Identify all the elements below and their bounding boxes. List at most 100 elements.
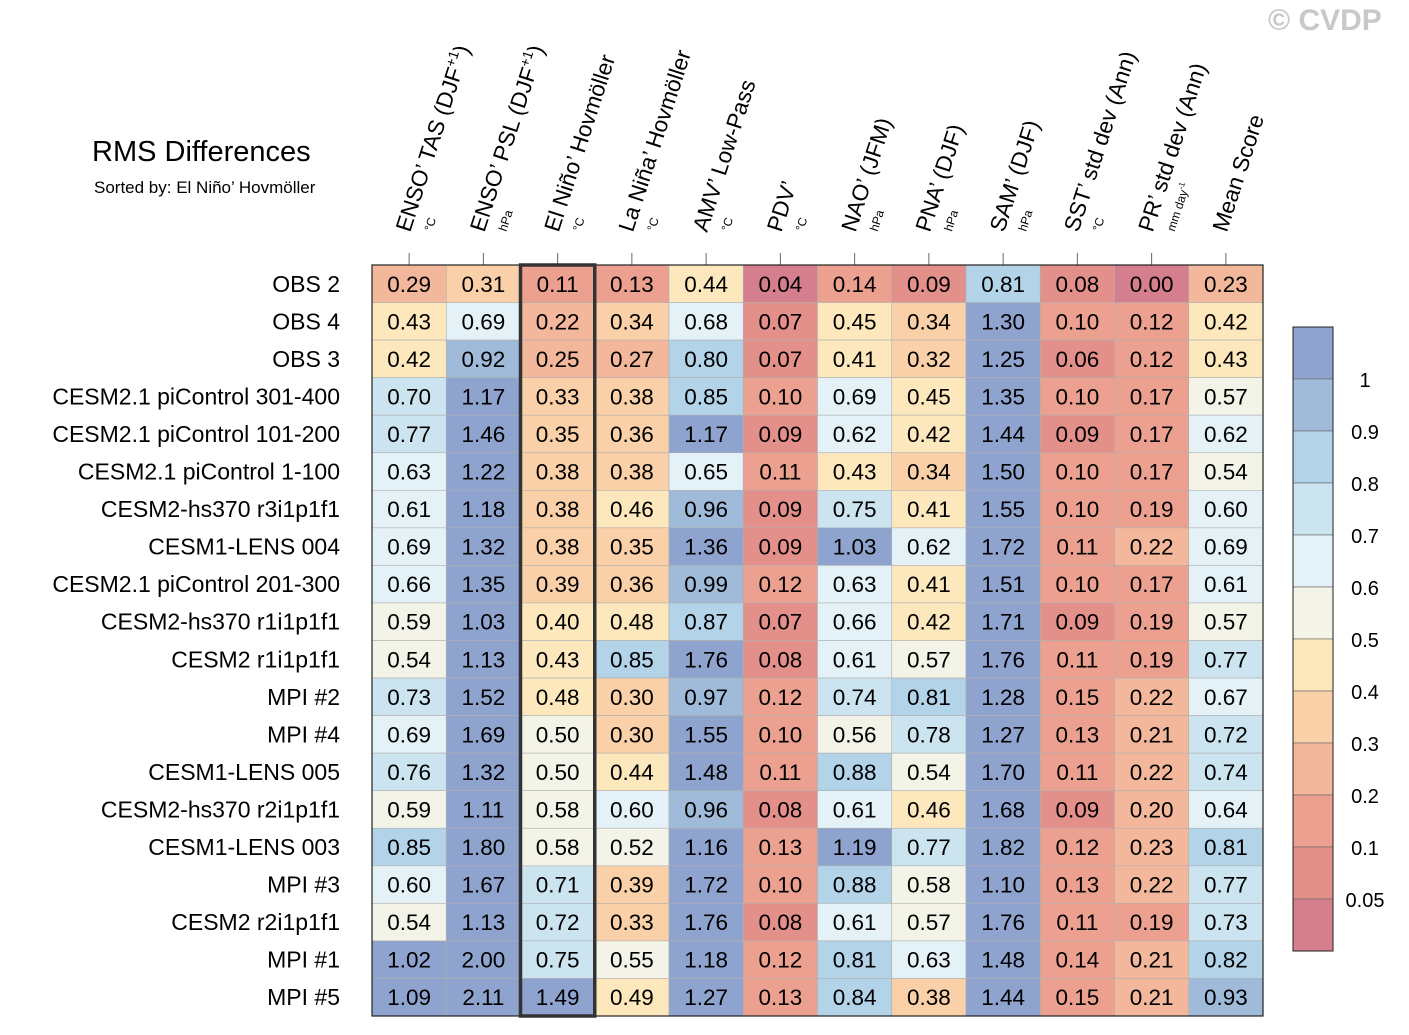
heatmap-cell [965, 565, 1041, 604]
cell-value-label: 1.32 [461, 535, 505, 560]
row-label: CESM1-LENS 004 [148, 534, 340, 560]
heatmap-cell [1039, 640, 1115, 679]
heatmap-cell [1114, 264, 1190, 303]
cell-value-label: 0.46 [907, 797, 951, 822]
cell-value-label: 0.60 [610, 797, 654, 822]
cell-value-label: 1.70 [981, 760, 1025, 785]
cell-value-label: 0.09 [907, 272, 951, 297]
column-header: SST’ std dev (Ann) [1059, 48, 1141, 235]
cell-value-label: 0.42 [387, 347, 431, 372]
colorbar-box [1292, 690, 1334, 744]
cell-value-label: 0.61 [833, 910, 877, 935]
cell-value-label: 0.57 [907, 647, 951, 672]
cell-value-label: 0.42 [907, 610, 951, 635]
heatmap-cell [1114, 978, 1190, 1017]
heatmap-cell [668, 903, 744, 942]
heatmap-cell [371, 414, 447, 454]
cell-value-label: 0.11 [1056, 535, 1098, 560]
column-unit: °C [719, 215, 737, 232]
cell-value-label: 0.36 [610, 422, 654, 447]
heatmap-cell [742, 865, 818, 904]
heatmap-cell [742, 903, 818, 942]
heatmap-cell [965, 827, 1041, 867]
cell-value-label: 0.15 [1055, 985, 1099, 1010]
heatmap-cell [965, 865, 1041, 904]
heatmap-cell [1188, 489, 1264, 529]
cell-value-label: 0.60 [1204, 497, 1248, 522]
heatmap-cell [742, 640, 818, 679]
cell-value-label: 0.43 [1204, 347, 1248, 372]
heatmap-cell [891, 264, 967, 303]
cell-value-label: 0.75 [536, 948, 580, 973]
cell-value-label: 0.10 [1055, 309, 1099, 334]
colorbar-box [1292, 378, 1334, 432]
cell-value-label: 0.36 [610, 572, 654, 597]
cell-value-label: 1.10 [981, 873, 1025, 898]
heatmap-cell [891, 903, 967, 942]
heatmap-cell [594, 489, 670, 529]
cell-value-label: 1.50 [981, 460, 1025, 485]
heatmap-cell [1114, 414, 1190, 454]
column-header: ENSO’ PSL (DJF+1) [463, 41, 549, 234]
heatmap-cell [1114, 527, 1190, 566]
row-label: CESM2 r1i1p1f1 [171, 646, 340, 672]
heatmap-cell [1114, 302, 1190, 341]
cell-value-label: 1.69 [461, 722, 505, 747]
column-header: El Niño’ Hovmöller [539, 51, 620, 234]
column-header: La Niña’ Hovmöller [614, 46, 696, 234]
heatmap-cell [891, 527, 967, 566]
cell-value-label: 1.49 [536, 985, 580, 1010]
heatmap-cell [520, 377, 596, 416]
column-unit: °C [570, 215, 588, 232]
heatmap-cell [445, 414, 521, 454]
heatmap-cell [742, 602, 818, 641]
row-label: CESM1-LENS 003 [148, 834, 340, 860]
cell-value-label: 0.11 [537, 272, 579, 297]
cell-value-label: 0.74 [1204, 760, 1248, 785]
heatmap-cell [965, 602, 1041, 641]
cell-value-label: 0.12 [1130, 347, 1174, 372]
heatmap-cell [445, 527, 521, 566]
heatmap-cell [594, 978, 670, 1017]
heatmap-cell [965, 339, 1041, 378]
heatmap-cell [1039, 565, 1115, 604]
cell-value-label: 0.85 [387, 835, 431, 860]
heatmap-cell [445, 790, 521, 829]
cell-value-label: 0.80 [684, 347, 728, 372]
row-label: CESM2.1 piControl 1-100 [78, 459, 340, 485]
heatmap-cell [817, 865, 893, 904]
heatmap-cell [445, 640, 521, 679]
cell-value-label: 0.93 [1204, 985, 1248, 1010]
column-unit: hPa [941, 208, 961, 233]
cell-value-label: 0.81 [833, 948, 877, 973]
cell-value-label: 0.92 [461, 347, 505, 372]
heatmap-cell [1188, 752, 1264, 792]
heatmap-cell [594, 715, 670, 754]
cell-value-label: 0.09 [758, 535, 802, 560]
column-unit: °C [644, 215, 662, 232]
cell-value-label: 0.60 [387, 873, 431, 898]
cell-value-label: 0.12 [1055, 835, 1099, 860]
heatmap-cell [817, 602, 893, 641]
heatmap-cell [965, 790, 1041, 829]
heatmap-cell [817, 302, 893, 341]
heatmap-cell [891, 978, 967, 1017]
cell-value-label: 0.23 [1130, 835, 1174, 860]
heatmap-cell [1114, 903, 1190, 942]
cell-value-label: 0.88 [833, 873, 877, 898]
heatmap-cell [742, 677, 818, 716]
column-header: AMV’ Low-Pass [688, 77, 761, 235]
heatmap-cell [520, 302, 596, 341]
heatmap-cell [891, 715, 967, 754]
cell-value-label: 1.11 [462, 797, 504, 822]
cell-value-label: 0.19 [1130, 497, 1174, 522]
cell-value-label: 1.82 [981, 835, 1025, 860]
colorbar-tick-label: 0.05 [1346, 890, 1385, 912]
cell-value-label: 0.11 [1056, 910, 1098, 935]
cell-value-label: 0.50 [536, 760, 580, 785]
cell-value-label: 0.17 [1130, 460, 1174, 485]
cell-value-label: 1.17 [461, 384, 505, 409]
cell-value-label: 0.43 [387, 309, 431, 334]
cell-value-label: 0.58 [907, 873, 951, 898]
cell-value-label: 0.62 [1204, 422, 1248, 447]
